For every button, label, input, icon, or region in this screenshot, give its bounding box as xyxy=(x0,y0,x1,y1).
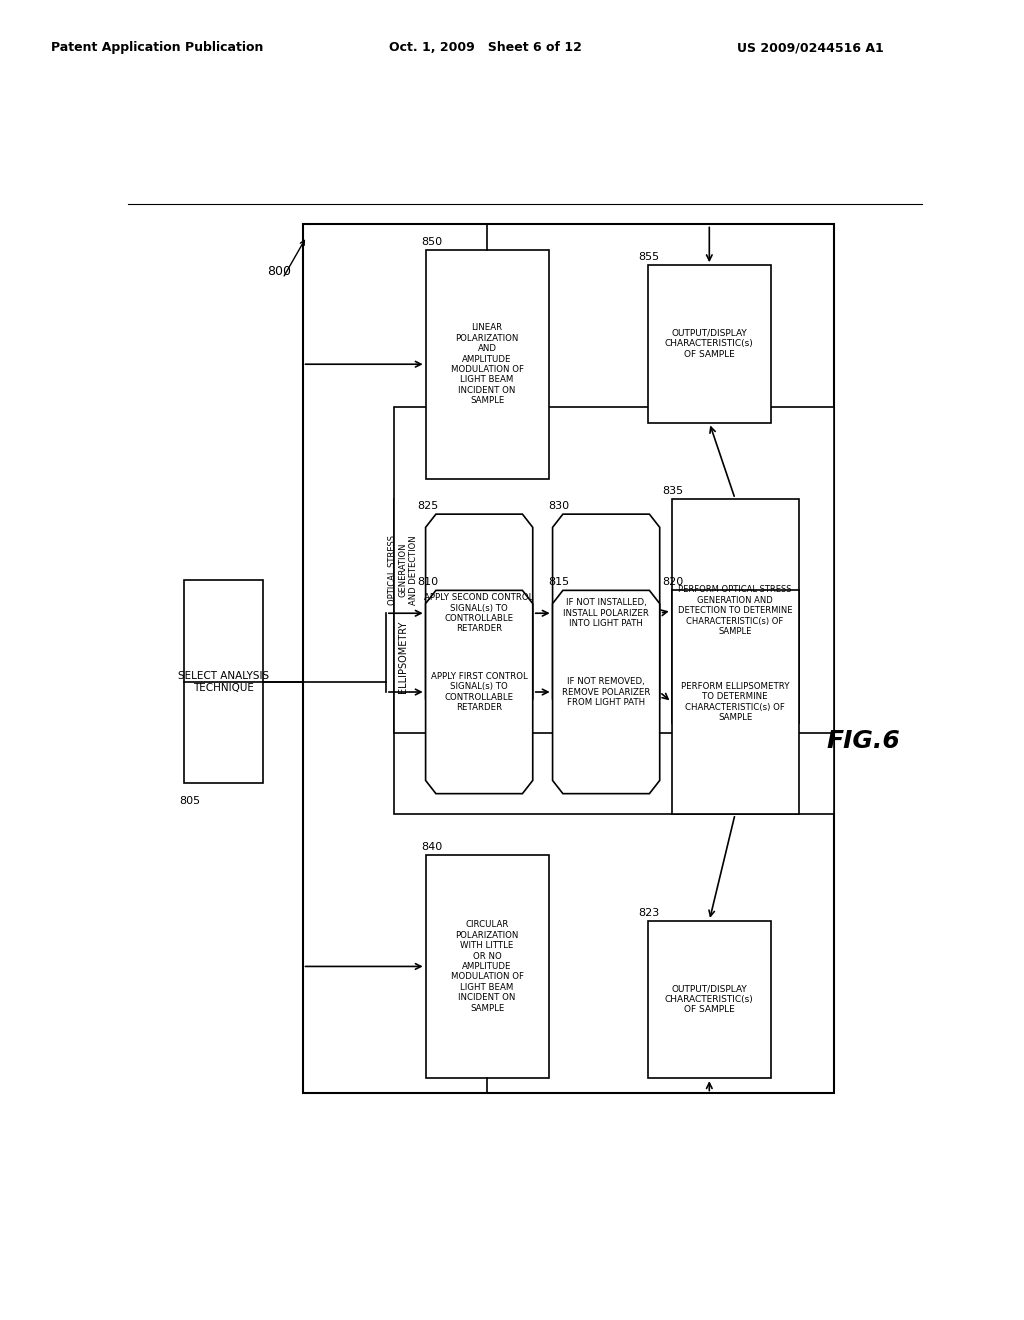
FancyBboxPatch shape xyxy=(648,265,771,422)
FancyBboxPatch shape xyxy=(672,499,799,722)
Text: 800: 800 xyxy=(267,265,291,279)
FancyBboxPatch shape xyxy=(672,590,799,814)
Text: 810: 810 xyxy=(418,577,439,587)
Text: OUTPUT/DISPLAY
CHARACTERISTIC(s)
OF SAMPLE: OUTPUT/DISPLAY CHARACTERISTIC(s) OF SAMP… xyxy=(665,329,754,359)
Text: 823: 823 xyxy=(638,908,659,917)
Text: 830: 830 xyxy=(549,502,569,511)
Polygon shape xyxy=(553,515,659,713)
FancyBboxPatch shape xyxy=(394,408,835,733)
Text: 805: 805 xyxy=(179,796,201,805)
FancyBboxPatch shape xyxy=(303,224,835,1093)
Text: SELECT ANALYSIS
TECHNIQUE: SELECT ANALYSIS TECHNIQUE xyxy=(178,671,268,693)
FancyBboxPatch shape xyxy=(426,249,549,479)
FancyBboxPatch shape xyxy=(426,854,549,1078)
FancyBboxPatch shape xyxy=(394,499,835,814)
Text: Patent Application Publication: Patent Application Publication xyxy=(51,41,263,54)
FancyBboxPatch shape xyxy=(648,921,771,1078)
Text: 825: 825 xyxy=(418,502,439,511)
Text: LINEAR
POLARIZATION
AND
AMPLITUDE
MODULATION OF
LIGHT BEAM
INCIDENT ON
SAMPLE: LINEAR POLARIZATION AND AMPLITUDE MODULA… xyxy=(451,323,523,405)
Text: IF NOT INSTALLED,
INSTALL POLARIZER
INTO LIGHT PATH: IF NOT INSTALLED, INSTALL POLARIZER INTO… xyxy=(563,598,649,628)
Text: US 2009/0244516 A1: US 2009/0244516 A1 xyxy=(737,41,884,54)
Text: Oct. 1, 2009   Sheet 6 of 12: Oct. 1, 2009 Sheet 6 of 12 xyxy=(389,41,582,54)
FancyBboxPatch shape xyxy=(183,581,263,784)
Text: PERFORM OPTICAL STRESS
GENERATION AND
DETECTION TO DETERMINE
CHARACTERISTIC(s) O: PERFORM OPTICAL STRESS GENERATION AND DE… xyxy=(678,585,793,636)
Text: ELLIPSOMETRY: ELLIPSOMETRY xyxy=(398,620,409,693)
Text: 820: 820 xyxy=(663,577,683,587)
Text: APPLY FIRST CONTROL
SIGNAL(s) TO
CONTROLLABLE
RETARDER: APPLY FIRST CONTROL SIGNAL(s) TO CONTROL… xyxy=(431,672,527,711)
Text: OUTPUT/DISPLAY
CHARACTERISTIC(s)
OF SAMPLE: OUTPUT/DISPLAY CHARACTERISTIC(s) OF SAMP… xyxy=(665,985,754,1014)
Polygon shape xyxy=(553,590,659,793)
Text: CIRCULAR
POLARIZATION
WITH LITTLE
OR NO
AMPLITUDE
MODULATION OF
LIGHT BEAM
INCID: CIRCULAR POLARIZATION WITH LITTLE OR NO … xyxy=(451,920,523,1012)
Polygon shape xyxy=(426,515,532,713)
Text: IF NOT REMOVED,
REMOVE POLARIZER
FROM LIGHT PATH: IF NOT REMOVED, REMOVE POLARIZER FROM LI… xyxy=(562,677,650,708)
Text: 815: 815 xyxy=(549,577,569,587)
Polygon shape xyxy=(426,590,532,793)
Text: PERFORM ELLIPSOMETRY
TO DETERMINE
CHARACTERISTIC(s) OF
SAMPLE: PERFORM ELLIPSOMETRY TO DETERMINE CHARAC… xyxy=(681,682,790,722)
Text: 835: 835 xyxy=(663,486,683,496)
Text: 855: 855 xyxy=(638,252,659,263)
Text: OPTICAL STRESS
GENERATION
AND DETECTION: OPTICAL STRESS GENERATION AND DETECTION xyxy=(388,535,418,605)
Text: FIG.6: FIG.6 xyxy=(826,729,900,752)
Text: APPLY SECOND CONTROL
SIGNAL(s) TO
CONTROLLABLE
RETARDER: APPLY SECOND CONTROL SIGNAL(s) TO CONTRO… xyxy=(425,593,534,634)
Text: 850: 850 xyxy=(422,236,442,247)
Text: 840: 840 xyxy=(422,842,443,851)
